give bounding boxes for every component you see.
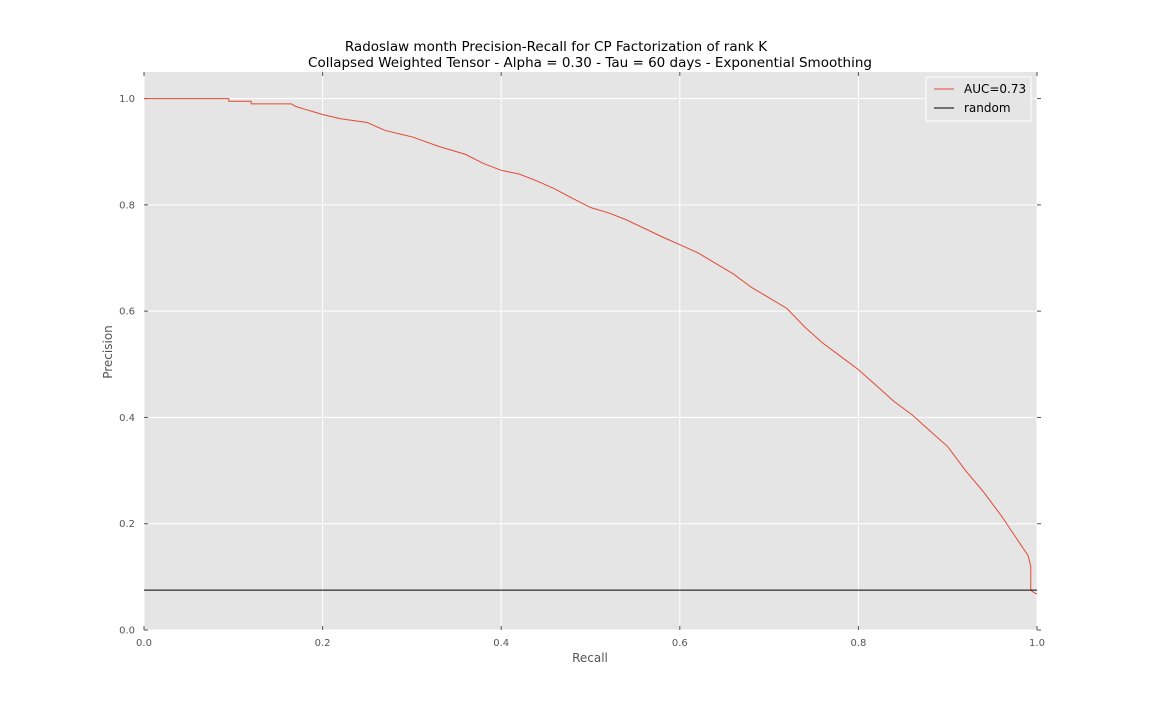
y-tick-label: 0.4 (119, 413, 135, 424)
axis-ticks: 0.0 0.2 0.4 0.6 0.8 1.0 0.0 0.2 0.4 0.6 0.8 1.0 (119, 72, 1045, 649)
legend-label: AUC=0.73 (964, 82, 1026, 96)
plot-area (144, 72, 1037, 630)
y-tick-label: 0.0 (119, 626, 135, 637)
grid-lines (143, 72, 1038, 631)
x-tick-label: 0.4 (493, 638, 509, 649)
legend-box (925, 76, 1032, 122)
x-tick-label: 0.8 (850, 638, 866, 649)
series-lines (144, 98, 1038, 595)
series-line-auc-0-73 (144, 98, 1038, 595)
legend: AUC=0.73 random (925, 76, 1032, 122)
y-axis-label: Precision (101, 325, 115, 379)
x-axis-label: Recall (572, 651, 608, 665)
y-tick-label: 0.8 (119, 200, 135, 211)
x-tick-label: 0.2 (315, 638, 331, 649)
x-tick-label: 0.0 (136, 638, 152, 649)
y-tick-label: 0.2 (119, 519, 135, 530)
chart-subtitle: Collapsed Weighted Tensor - Alpha = 0.30… (308, 55, 872, 71)
y-tick-label: 0.6 (119, 307, 135, 318)
x-tick-label: 0.6 (672, 638, 688, 649)
y-tick-label: 1.0 (119, 94, 135, 105)
legend-label: random (964, 101, 1011, 115)
x-tick-label: 1.0 (1029, 638, 1045, 649)
chart-title: Radoslaw month Precision-Recall for CP F… (345, 39, 768, 55)
